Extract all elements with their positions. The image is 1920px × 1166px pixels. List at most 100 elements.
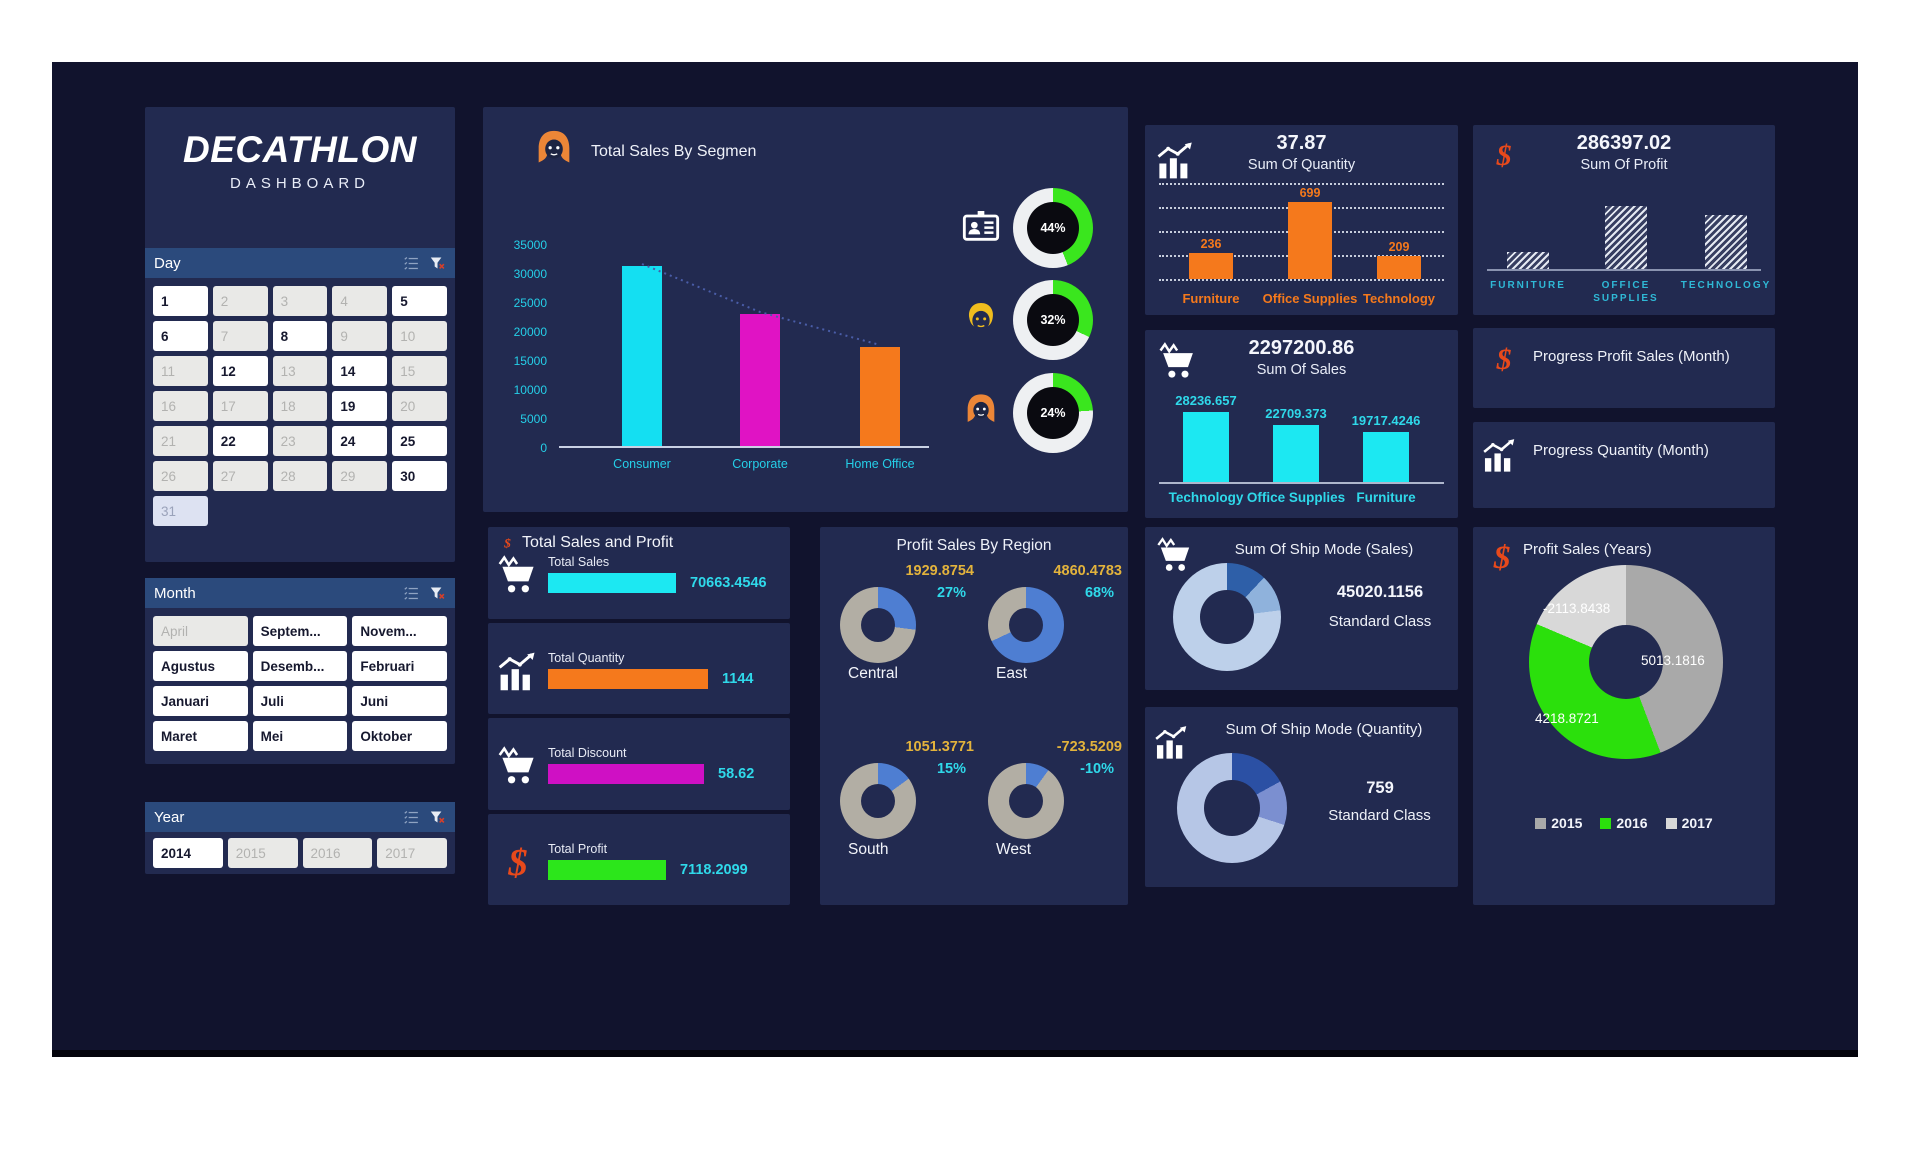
day-2[interactable]: 2 — [212, 286, 268, 316]
x-label: OFFICE SUPPLIES — [1593, 280, 1659, 304]
profit-chart — [1487, 203, 1761, 271]
ship-mode-sales-panel: Sum Of Ship Mode (Sales) 45020.1156 Stan… — [1145, 527, 1458, 690]
segment-x-labels: Consumer Corporate Home Office — [559, 457, 929, 475]
day-8[interactable]: 8 — [272, 321, 328, 351]
year-2017[interactable]: 2017 — [377, 838, 447, 868]
day-6[interactable]: 6 — [153, 321, 208, 351]
x-label: FURNITURE — [1490, 280, 1566, 291]
region-donut — [840, 587, 916, 663]
segment-chart-title: Total Sales By Segmen — [591, 143, 757, 160]
ship-quantity-title: Sum Of Ship Mode (Quantity) — [1225, 721, 1423, 738]
bar-Corporate — [740, 314, 780, 446]
dollar-icon: $ — [1483, 533, 1521, 581]
x-label: Office Supplies — [1246, 490, 1346, 505]
day-28[interactable]: 28 — [272, 461, 328, 491]
region-name: West — [996, 841, 1032, 858]
month-Mei[interactable]: Mei — [252, 721, 348, 751]
day-1[interactable]: 1 — [153, 286, 208, 316]
day-20[interactable]: 20 — [392, 391, 447, 421]
donut-hole — [861, 608, 895, 642]
multi-select-icon[interactable] — [403, 809, 420, 826]
day-10[interactable]: 10 — [392, 321, 447, 351]
month-Desemb[interactable]: Desemb... — [252, 651, 348, 681]
month-Oktober[interactable]: Oktober — [352, 721, 447, 751]
multi-select-icon[interactable] — [403, 255, 420, 272]
bar-value: 699 — [1299, 186, 1321, 200]
dollar-icon: $ — [1487, 133, 1521, 177]
progress-quantity-title: Progress Quantity (Month) — [1533, 442, 1709, 459]
multi-select-icon[interactable] — [403, 585, 420, 602]
month-Novem[interactable]: Novem... — [352, 616, 447, 646]
sum-of-quantity-panel: 37.87 Sum Of Quantity 236 699 209 Furnitur… — [1145, 125, 1458, 315]
day-18[interactable]: 18 — [272, 391, 328, 421]
year-2014[interactable]: 2014 — [153, 838, 223, 868]
region-east: 4860.4783 68% East — [980, 563, 1122, 723]
sales-chart: 28236.657 22709.373 19717.4246 — [1145, 382, 1458, 484]
clear-filter-icon[interactable] — [429, 255, 446, 272]
day-15[interactable]: 15 — [392, 356, 447, 386]
day-4[interactable]: 4 — [332, 286, 388, 316]
day-25[interactable]: 25 — [392, 426, 447, 456]
month-Septem[interactable]: Septem... — [252, 616, 348, 646]
idcard-icon — [961, 206, 1001, 246]
x-label: TECHNOLOGY — [1680, 280, 1772, 291]
y-tick: 35000 — [513, 238, 547, 252]
day-21[interactable]: 21 — [153, 426, 208, 456]
metric-label: Total Profit — [548, 841, 608, 856]
ship-sales-title: Sum Of Ship Mode (Sales) — [1234, 541, 1414, 558]
month-Juni[interactable]: Juni — [352, 686, 447, 716]
legend-swatch — [1600, 817, 1612, 829]
day-11[interactable]: 11 — [153, 356, 208, 386]
day-9[interactable]: 9 — [332, 321, 388, 351]
day-24[interactable]: 24 — [332, 426, 388, 456]
legend-item-2016: 2016 — [1600, 815, 1648, 831]
y-tick: 15000 — [513, 354, 547, 368]
day-14[interactable]: 14 — [332, 356, 388, 386]
clear-filter-icon[interactable] — [429, 585, 446, 602]
month-Juli[interactable]: Juli — [252, 686, 348, 716]
month-April[interactable]: April — [153, 616, 248, 646]
day-16[interactable]: 16 — [153, 391, 208, 421]
logo-subtitle: DASHBOARD — [229, 175, 371, 192]
metric-label: Total Discount — [548, 746, 627, 760]
day-slicer-title: Day — [154, 254, 181, 272]
day-5[interactable]: 5 — [392, 286, 447, 316]
ship-quantity-class: Standard Class — [1328, 807, 1431, 824]
day-19[interactable]: 19 — [332, 391, 388, 421]
bar-value: 28236.657 — [1175, 393, 1237, 408]
month-Agustus[interactable]: Agustus — [153, 651, 248, 681]
bar-value: 19717.4246 — [1351, 413, 1421, 428]
day-30[interactable]: 30 — [392, 461, 447, 491]
metric-value: 7118.2099 — [680, 861, 748, 878]
day-31[interactable]: 31 — [153, 496, 208, 526]
metric-bar — [548, 668, 708, 689]
shopping-cart-icon — [1155, 535, 1195, 575]
day-12[interactable]: 12 — [212, 356, 268, 386]
region-central: 1929.8754 27% Central — [832, 563, 974, 723]
day-27[interactable]: 27 — [212, 461, 268, 491]
day-23[interactable]: 23 — [272, 426, 328, 456]
year-slicer-panel: Year 2014 2015 2016 2017 — [145, 802, 455, 874]
bar-Home Office — [860, 347, 900, 446]
donut-hole — [1009, 608, 1043, 642]
year-2016[interactable]: 2016 — [302, 838, 373, 868]
region-value: 4860.4783 — [1053, 563, 1122, 579]
totals-rows: Total Sales 70663.4546 Total Quantity 11… — [488, 527, 790, 905]
totals-panel: $ Total Sales and Profit Total Sales 706… — [488, 527, 790, 905]
day-3[interactable]: 3 — [272, 286, 328, 316]
day-22[interactable]: 22 — [212, 426, 268, 456]
day-13[interactable]: 13 — [272, 356, 328, 386]
month-Maret[interactable]: Maret — [153, 721, 248, 751]
day-7[interactable]: 7 — [212, 321, 268, 351]
metric-value: 58.62 — [718, 766, 755, 782]
clear-filter-icon[interactable] — [429, 809, 446, 826]
y-tick: 10000 — [513, 383, 547, 397]
month-Januari[interactable]: Januari — [153, 686, 248, 716]
day-26[interactable]: 26 — [153, 461, 208, 491]
y-tick: 0 — [540, 441, 547, 455]
day-17[interactable]: 17 — [212, 391, 268, 421]
region-donut — [988, 763, 1064, 839]
year-2015[interactable]: 2015 — [227, 838, 298, 868]
day-29[interactable]: 29 — [332, 461, 388, 491]
month-Februari[interactable]: Februari — [352, 651, 447, 681]
